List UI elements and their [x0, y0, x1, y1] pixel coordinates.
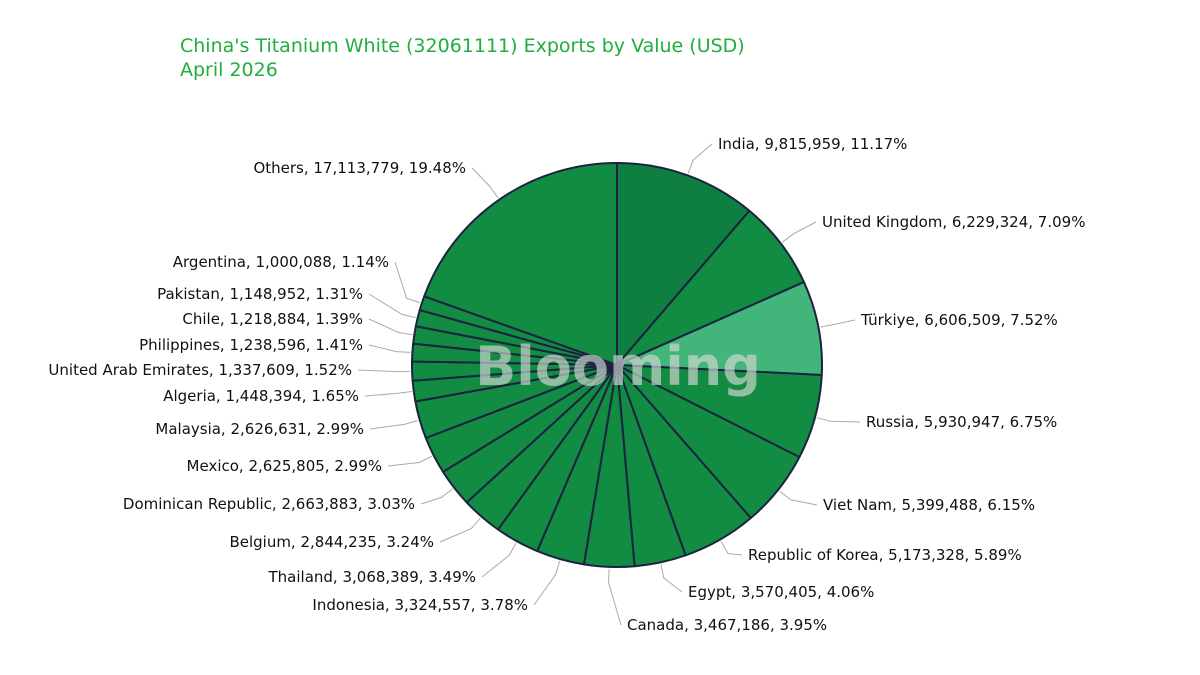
leader-line: [368, 318, 413, 336]
leader-line: [720, 541, 743, 556]
slice-label: Mexico, 2,625,805, 2.99%: [187, 457, 382, 475]
leader-line: [368, 293, 416, 319]
pie-slice-t-rkiye: [616, 281, 823, 376]
leader-line: [608, 568, 622, 626]
slice-label: Indonesia, 3,324,557, 3.78%: [312, 596, 528, 614]
slice-label: Egypt, 3,570,405, 4.06%: [688, 583, 874, 601]
slice-label: United Arab Emirates, 1,337,609, 1.52%: [48, 361, 352, 379]
chart-title-block: China's Titanium White (32061111) Export…: [180, 34, 745, 82]
slice-label: India, 9,815,959, 11.17%: [718, 135, 907, 153]
pie-slices: [411, 162, 823, 568]
slice-label: Republic of Korea, 5,173,328, 5.89%: [748, 546, 1022, 564]
leader-lines: [357, 143, 861, 626]
chart-subtitle: April 2026: [180, 59, 278, 81]
slice-label: United Kingdom, 6,229,324, 7.09%: [822, 213, 1085, 231]
chart-title: China's Titanium White (32061111) Export…: [180, 35, 745, 57]
slice-label: Viet Nam, 5,399,488, 6.15%: [823, 496, 1035, 514]
slice-label: Russia, 5,930,947, 6.75%: [866, 413, 1057, 431]
leader-line: [394, 261, 421, 304]
slice-label: Canada, 3,467,186, 3.95%: [627, 616, 827, 634]
slice-labels: India, 9,815,959, 11.17% United Kingdom, …: [48, 135, 1085, 634]
slice-label: Belgium, 2,844,235, 3.24%: [229, 533, 434, 551]
leader-line: [471, 167, 499, 199]
leader-line: [387, 455, 433, 467]
slice-label: Türkiye, 6,606,509, 7.52%: [860, 311, 1058, 329]
watermark: Blooming: [475, 335, 761, 398]
leader-line: [364, 391, 412, 397]
slice-label: Argentina, 1,000,088, 1.14%: [173, 253, 389, 271]
leader-line: [816, 417, 861, 423]
leader-line: [357, 369, 411, 373]
leader-line: [820, 319, 856, 328]
slice-label: Thailand, 3,068,389, 3.49%: [268, 568, 476, 586]
slice-label: Philippines, 1,238,596, 1.41%: [139, 336, 363, 354]
leader-line: [660, 564, 683, 593]
leader-line: [481, 542, 517, 578]
pie-slice-others: [423, 162, 618, 366]
leader-line: [781, 221, 817, 243]
slice-label: Pakistan, 1,148,952, 1.31%: [157, 285, 363, 303]
leader-line: [779, 490, 818, 506]
leader-line: [439, 517, 481, 543]
slice-label: Malaysia, 2,626,631, 2.99%: [155, 420, 364, 438]
leader-line: [369, 420, 418, 430]
slice-label: Algeria, 1,448,394, 1.65%: [163, 387, 359, 405]
leader-line: [687, 143, 713, 174]
slice-label: Others, 17,113,779, 19.48%: [253, 159, 466, 177]
slice-label: Dominican Republic, 2,663,883, 3.03%: [123, 495, 415, 513]
leader-line: [533, 560, 561, 606]
leader-line: [420, 488, 453, 505]
slice-label: Chile, 1,218,884, 1.39%: [182, 310, 363, 328]
pie-slice-india: [616, 162, 751, 366]
leader-line: [368, 344, 411, 353]
